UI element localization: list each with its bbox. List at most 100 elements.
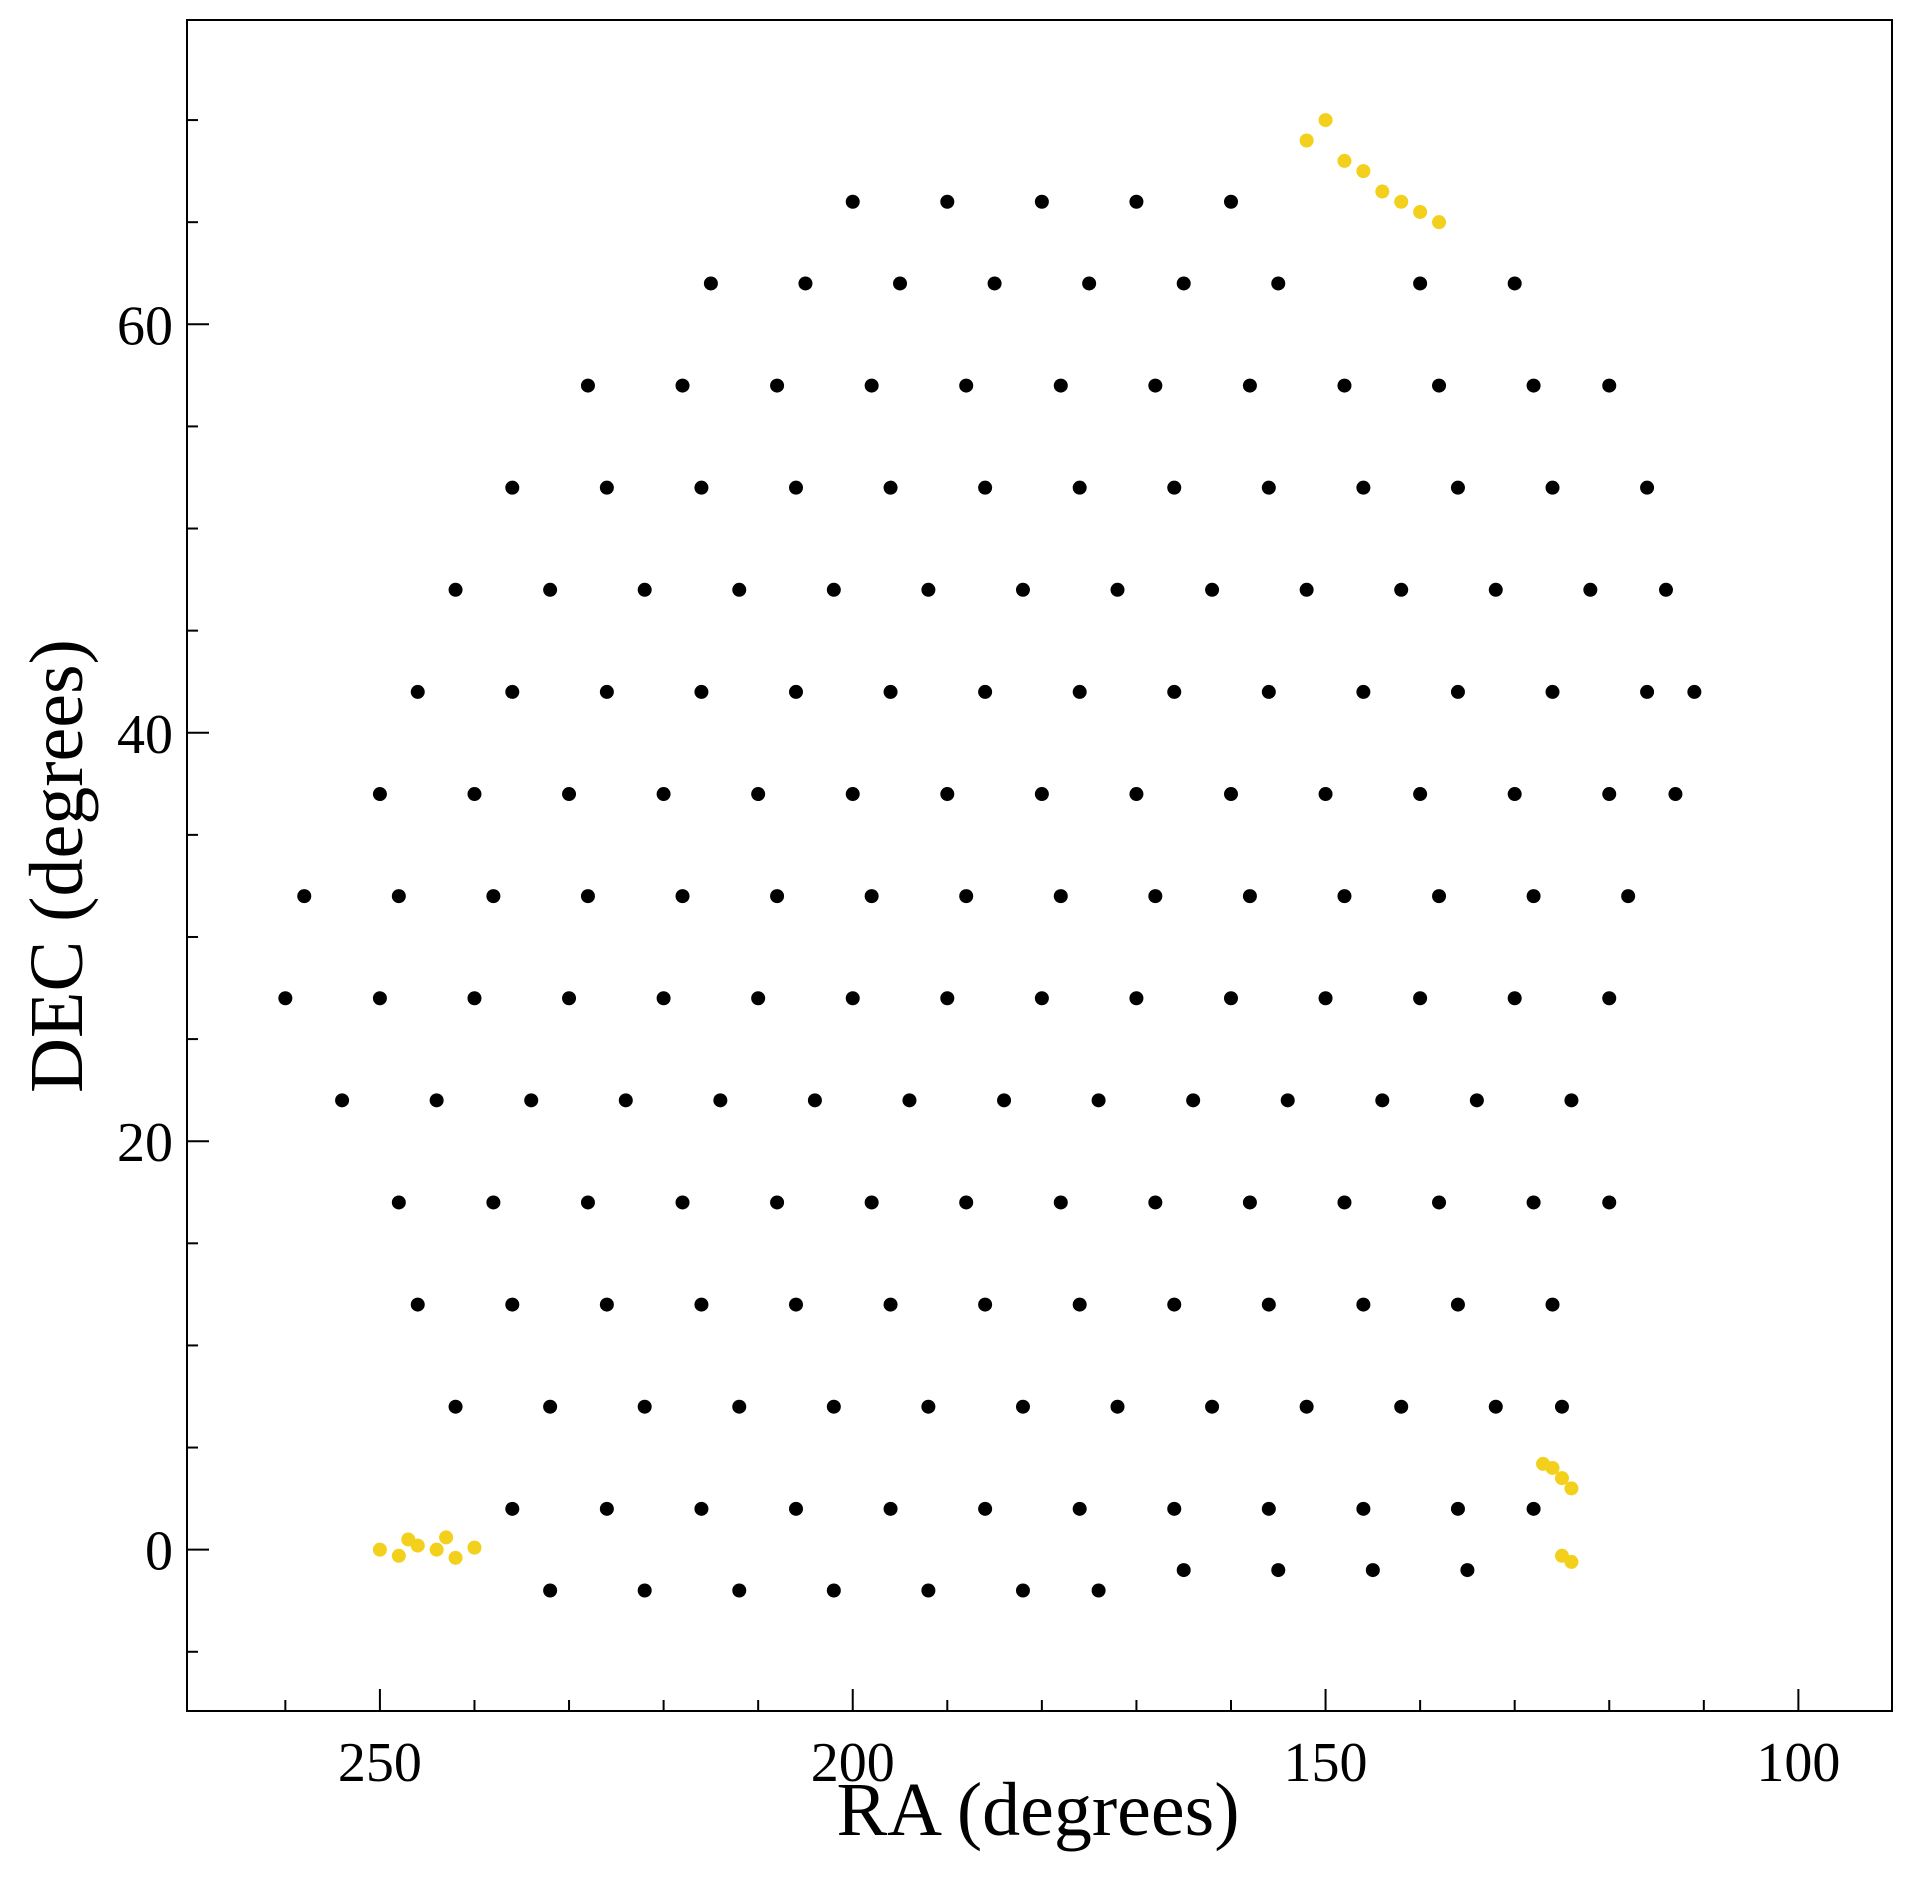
data-point (391, 1195, 406, 1210)
data-point (543, 582, 558, 597)
data-point (1318, 113, 1333, 128)
data-point (1460, 1563, 1475, 1578)
data-point (864, 378, 879, 393)
data-point (788, 480, 803, 495)
data-point (1413, 276, 1428, 291)
data-point (1167, 480, 1182, 495)
data-point (1034, 991, 1049, 1006)
data-point (732, 582, 747, 597)
data-point (1450, 684, 1465, 699)
data-point (1082, 276, 1097, 291)
data-point (694, 684, 709, 699)
data-point (1687, 684, 1702, 699)
data-point (1053, 1195, 1068, 1210)
data-point (1242, 1195, 1257, 1210)
data-point (770, 1195, 785, 1210)
data-point (1450, 1501, 1465, 1516)
data-point (694, 480, 709, 495)
data-point (1129, 787, 1144, 802)
data-point (1167, 1297, 1182, 1312)
data-point (1394, 1399, 1409, 1414)
data-point (826, 1583, 841, 1598)
data-point (1337, 153, 1352, 168)
data-point (1640, 684, 1655, 699)
data-point (1242, 889, 1257, 904)
data-point (1545, 480, 1560, 495)
data-point (921, 1583, 936, 1598)
data-point (637, 1583, 652, 1598)
data-point (1223, 194, 1238, 209)
data-point (978, 1501, 993, 1516)
data-point (410, 1297, 425, 1312)
data-point (694, 1501, 709, 1516)
data-point (1356, 1297, 1371, 1312)
data-point (1271, 276, 1286, 291)
data-point (278, 991, 293, 1006)
data-point (543, 1399, 558, 1414)
data-point (429, 1542, 444, 1557)
data-point (467, 991, 482, 1006)
data-point (335, 1093, 350, 1108)
data-point (599, 1501, 614, 1516)
data-point (505, 480, 520, 495)
data-point (1015, 1583, 1030, 1598)
data-point (1394, 194, 1409, 209)
data-point (448, 1399, 463, 1414)
data-point (1432, 1195, 1447, 1210)
data-point (372, 991, 387, 1006)
data-point (1167, 1501, 1182, 1516)
data-point (1432, 889, 1447, 904)
data-point (1356, 1501, 1371, 1516)
data-point (637, 1399, 652, 1414)
data-point (883, 480, 898, 495)
data-point (940, 991, 955, 1006)
data-point (1129, 194, 1144, 209)
data-point (1602, 1195, 1617, 1210)
data-point (902, 1093, 917, 1108)
data-point (1223, 991, 1238, 1006)
data-point (1583, 582, 1598, 597)
x-tick-label: 100 (1756, 1732, 1840, 1794)
data-point (1261, 480, 1276, 495)
data-point (599, 1297, 614, 1312)
data-point (1507, 787, 1522, 802)
data-point (1261, 684, 1276, 699)
data-point (1564, 1093, 1579, 1108)
data-point (524, 1093, 539, 1108)
data-point (940, 787, 955, 802)
data-point (1205, 1399, 1220, 1414)
y-tick-label: 0 (145, 1521, 173, 1583)
y-tick-label: 60 (117, 295, 173, 357)
data-point (845, 787, 860, 802)
y-axis-label: DEC (degrees) (15, 639, 99, 1093)
data-point (1375, 184, 1390, 199)
data-point (1554, 1471, 1569, 1486)
data-point (562, 991, 577, 1006)
data-point (1526, 1501, 1541, 1516)
data-point (1554, 1399, 1569, 1414)
data-point (1375, 1093, 1390, 1108)
data-point (1602, 378, 1617, 393)
data-point (703, 276, 718, 291)
data-point (1488, 1399, 1503, 1414)
data-point (1337, 889, 1352, 904)
data-point (1526, 889, 1541, 904)
x-tick-label: 150 (1284, 1732, 1368, 1794)
data-point (401, 1532, 416, 1547)
plot-frame (186, 19, 1893, 1712)
data-point (618, 1093, 633, 1108)
data-point (1526, 378, 1541, 393)
data-point (467, 1540, 482, 1555)
data-point (1034, 194, 1049, 209)
data-point (599, 480, 614, 495)
data-point (675, 889, 690, 904)
data-point (656, 991, 671, 1006)
data-point (1299, 1399, 1314, 1414)
data-point (807, 1093, 822, 1108)
data-point (1186, 1093, 1201, 1108)
data-point (788, 1501, 803, 1516)
data-point (410, 684, 425, 699)
data-point (732, 1399, 747, 1414)
data-point (987, 276, 1002, 291)
data-point (1526, 1195, 1541, 1210)
